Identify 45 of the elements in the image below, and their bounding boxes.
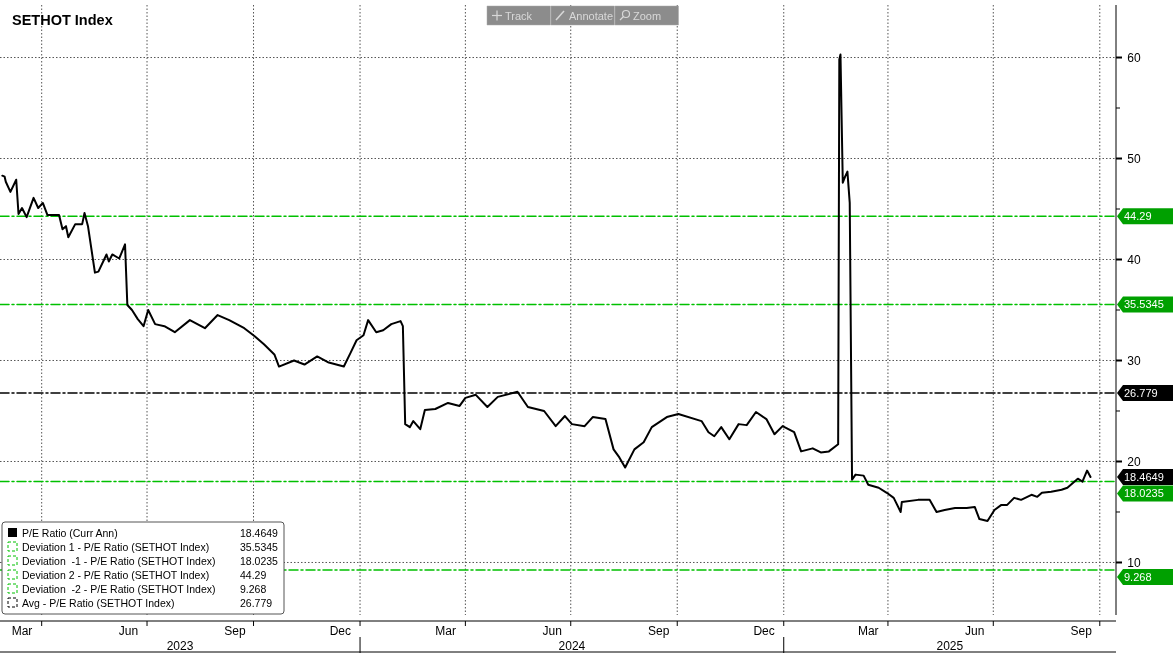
annotation: Track [505,10,533,22]
search-button: Zoom [614,5,679,26]
x-tick-label: Sep [648,624,670,638]
text: 18.0235 [240,554,278,567]
crosshair-button: Track [486,5,551,26]
y-tick-label: 40 [1127,252,1141,267]
y-tick-label: 20 [1127,454,1141,469]
text: 2025 [936,639,964,653]
legend-label: P/E Ratio (Curr Ann) [22,526,118,539]
legend-label: Deviation -2 - P/E Ratio (SETHOT Index) [22,582,216,595]
y-tick-label: 50 [1127,151,1141,166]
x-tick-label: Jun [118,624,139,638]
text: 26.779 [240,596,273,609]
annotation: Zoom [633,10,662,22]
data-label: 18.0235 [1124,487,1164,500]
x-tick-label: Jun [965,624,985,638]
y-tick-label: 60 [1127,50,1141,65]
x-tick-label: Dec [329,624,352,638]
text: 35.5345 [240,540,278,553]
text: 9.268 [240,582,267,595]
text: 18.4649 [1124,470,1164,483]
x-tick-label: Dec [753,624,775,638]
pencil-button: Annotate [550,5,615,26]
x-tick-label: Mar [857,624,879,638]
text: 44.29 [240,568,267,581]
x-tick-label: Sep [1070,624,1093,638]
data-label: 9.268 [1124,570,1152,583]
text: SETHOT Index [12,12,113,28]
x-tick-label: Sep [224,624,247,638]
annotation: 18.4649 [240,526,279,539]
legend-label: Deviation -1 - P/E Ratio (SETHOT Index) [22,554,216,567]
y-tick-label: 10 [1127,555,1141,570]
legend-label: Deviation 2 - P/E Ratio (SETHOT Index) [22,568,210,581]
annotation: Annotate [569,10,614,22]
x-tick-label: Mar [11,624,33,638]
text: 2023 [166,639,194,653]
legend-label: Avg - P/E Ratio (SETHOT Index) [22,596,175,609]
data-label: 35.5345 [1124,298,1164,311]
text: 2024 [558,639,586,653]
data-label: 44.29 [1124,210,1152,223]
legend-label: Deviation 1 - P/E Ratio (SETHOT Index) [22,540,210,553]
y-tick-label: 30 [1127,353,1141,368]
x-tick-label: Jun [542,624,562,638]
data-label: 26.779 [1124,386,1158,399]
x-tick-label: Mar [435,624,457,638]
